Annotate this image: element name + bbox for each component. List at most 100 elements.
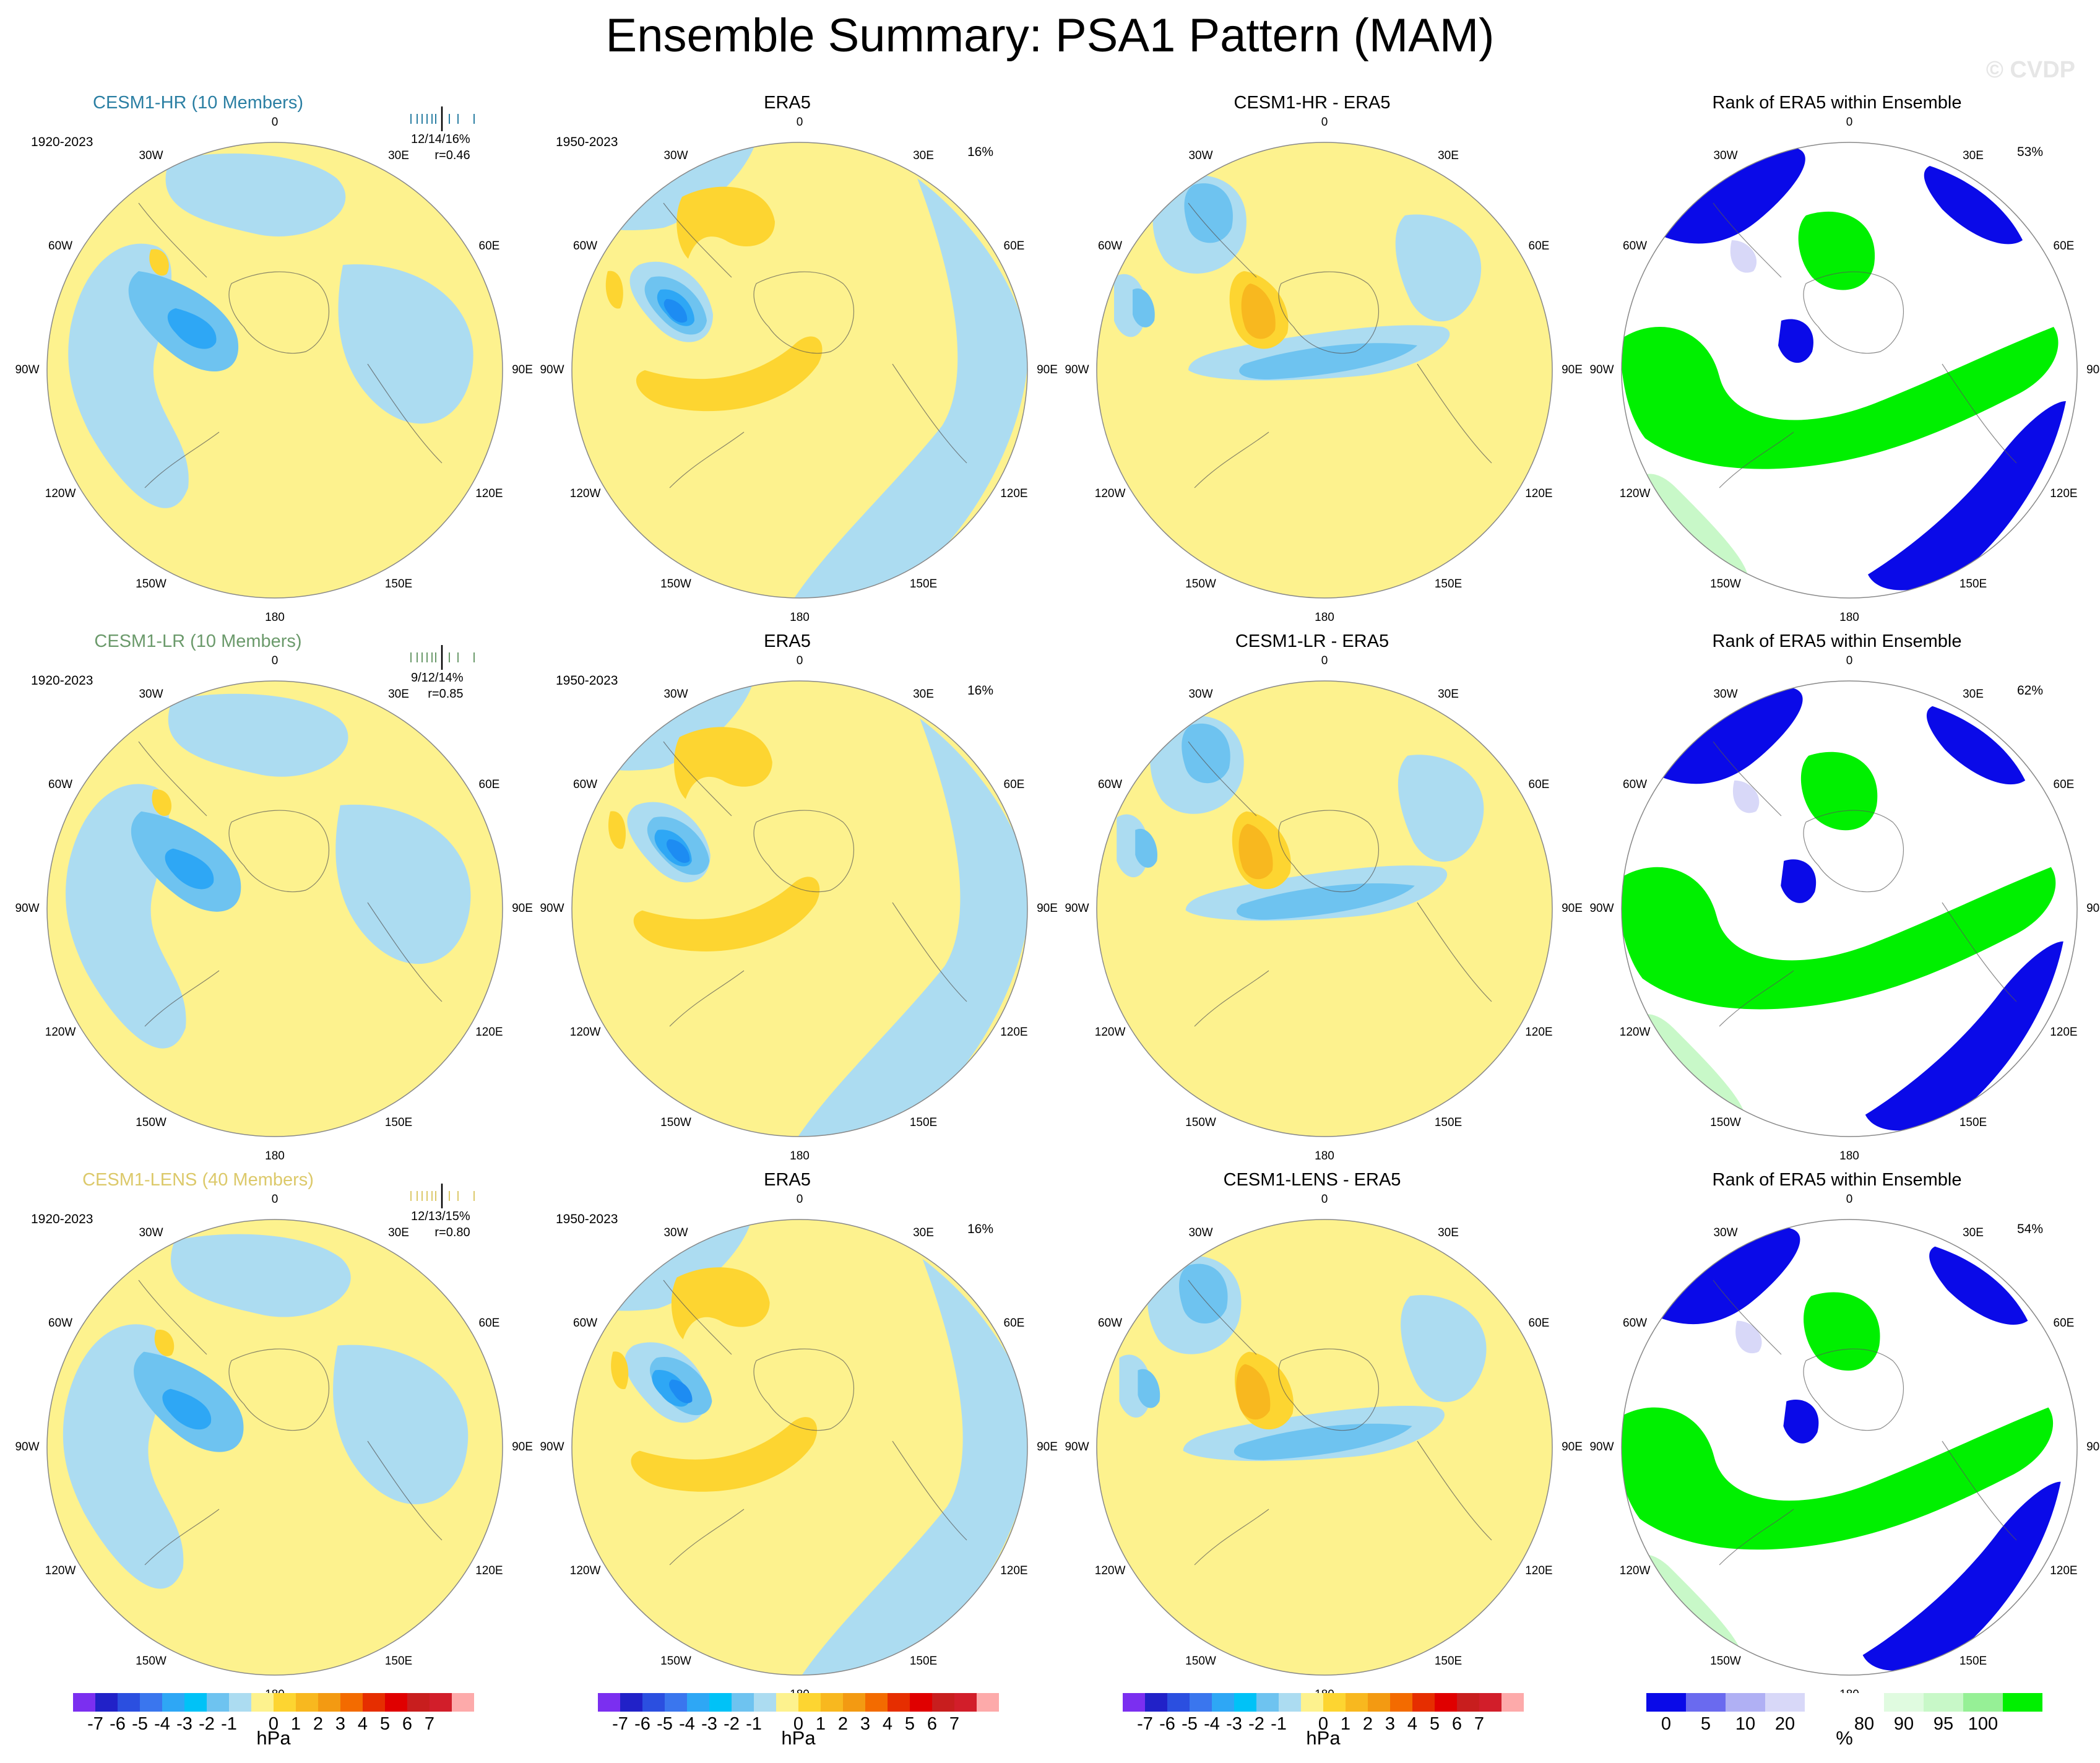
obs-field-region (671, 1267, 770, 1340)
longitude-label: 60W (1098, 240, 1123, 253)
colorbar-tick: 4 (357, 1714, 368, 1734)
longitude-label: 30E (1438, 149, 1459, 162)
longitude-label: 180 (790, 1150, 810, 1163)
colorbar-tick: -2 (199, 1714, 215, 1734)
longitude-label: 120E (1525, 487, 1553, 500)
colorbar-swatch (1646, 1693, 1686, 1712)
obs-field-region (663, 299, 688, 323)
longitude-label: 30E (913, 149, 934, 162)
coastline (663, 1280, 967, 1566)
coastline (1713, 202, 2017, 488)
longitude-label: 90W (540, 902, 564, 915)
colorbar-tick: -1 (1271, 1714, 1287, 1734)
longitude-label: 30W (1188, 1226, 1213, 1239)
panel-title: ERA5 (764, 93, 811, 113)
diff-field-region (1401, 1295, 1487, 1402)
longitude-label: 0 (1321, 1193, 1328, 1206)
longitude-label: 60W (48, 240, 73, 253)
colorbar-tick: 1 (290, 1714, 301, 1734)
longitude-label: 120W (45, 1026, 76, 1039)
longitude-label: 150E (909, 578, 938, 591)
colorbar-tick: 7 (424, 1714, 435, 1734)
colorbar-swatch (1844, 1693, 1884, 1712)
colorbar-tick: 5 (1700, 1714, 1711, 1734)
coastline (138, 741, 443, 1027)
obs-map (571, 1219, 1028, 1676)
colorbar-tick: 3 (860, 1714, 871, 1734)
model-field-region (338, 264, 473, 424)
map-boundary (1096, 142, 1553, 599)
longitude-label: 30E (1438, 1226, 1459, 1239)
diff-field-region (1234, 1423, 1412, 1460)
colorbar-tick: 7 (949, 1714, 960, 1734)
rank-field-region (1622, 1407, 2054, 1550)
longitude-label: 90E (1037, 1440, 1058, 1453)
colorbar-tick: -4 (1204, 1714, 1220, 1734)
longitude-label: 30W (139, 687, 163, 701)
diff-field-region (1395, 214, 1482, 322)
longitude-label: 120W (1094, 1564, 1126, 1577)
ensemble-stats: 12/13/15% r=0.80 (411, 1208, 470, 1241)
longitude-label: 90W (1065, 1440, 1089, 1453)
colorbar-tick: 6 (927, 1714, 938, 1734)
rank-field-region (1868, 401, 2066, 591)
longitude-label: 90E (512, 363, 533, 376)
colorbar-swatch (1435, 1693, 1457, 1712)
colorbar-swatch (687, 1693, 709, 1712)
ensemble-percent-range: 9/12/14% (411, 671, 464, 685)
rank-field-region (1804, 1292, 1880, 1371)
longitude-label: 30E (388, 149, 409, 162)
colorbar-tick: -4 (154, 1714, 170, 1734)
model-field-region (162, 1388, 212, 1430)
longitude-label: 60W (573, 240, 598, 253)
model-field-region (170, 1234, 351, 1317)
longitude-label: 30E (913, 1226, 934, 1239)
longitude-label: 150E (1434, 1655, 1463, 1668)
colorbar-tick: 0 (1661, 1714, 1672, 1734)
panel-title: ERA5 (764, 631, 811, 651)
colorbar-tick: 0 (1318, 1714, 1329, 1734)
rank-field-region (1865, 941, 2063, 1131)
colorbar-swatch (1765, 1693, 1805, 1712)
rank-panel: Rank of ERA5 within Ensemble 53% 0 30E 60E 90… (1575, 93, 2100, 631)
colorbar-swatch (207, 1693, 229, 1712)
obs-field-region (611, 1351, 629, 1390)
model-panel: CESM1-HR (10 Members) 1920-2023 12/14/16% r… (0, 93, 532, 631)
coastline (663, 202, 967, 488)
diff-map (1096, 1219, 1553, 1676)
longitude-label: 120W (45, 1564, 76, 1577)
rank-field-region (1622, 867, 2056, 1010)
map-boundary (1621, 680, 2078, 1137)
colorbar-swatch (251, 1693, 274, 1712)
longitude-label: 90E (1562, 1440, 1583, 1453)
colorbar-tick: 3 (335, 1714, 346, 1734)
diff-field-region (1238, 823, 1273, 880)
pattern-correlation: r=0.46 (434, 149, 470, 162)
colorbar-swatch (184, 1693, 207, 1712)
longitude-label: 120W (1094, 1026, 1126, 1039)
colorbar-tick: -6 (634, 1714, 650, 1734)
longitude-label: 150W (1185, 1655, 1216, 1668)
colorbar-swatch (932, 1693, 954, 1712)
longitude-label: 90W (15, 902, 40, 915)
longitude-label: 0 (1846, 1193, 1853, 1206)
longitude-label: 180 (1315, 1150, 1334, 1163)
longitude-label: 90W (1589, 902, 1614, 915)
obs-map (571, 680, 1028, 1137)
obs-map (571, 142, 1028, 599)
diff-field-region (1236, 883, 1415, 920)
colorbar-swatch (1963, 1693, 2003, 1712)
colorbar-swatch (1167, 1693, 1190, 1712)
pattern-correlation: r=0.80 (434, 1226, 470, 1239)
period-label: 1950-2023 (556, 135, 618, 149)
longitude-label: 180 (1315, 611, 1334, 624)
colorbar-swatch (843, 1693, 865, 1712)
colorbar-tick: -1 (746, 1714, 762, 1734)
colorbar-tick: -1 (221, 1714, 237, 1734)
longitude-label: 0 (1846, 116, 1853, 129)
colorbar-swatch (954, 1693, 977, 1712)
longitude-label: 120W (569, 1564, 601, 1577)
longitude-label: 120E (475, 487, 503, 500)
longitude-label: 150W (136, 1655, 166, 1668)
longitude-label: 150E (909, 1116, 938, 1130)
